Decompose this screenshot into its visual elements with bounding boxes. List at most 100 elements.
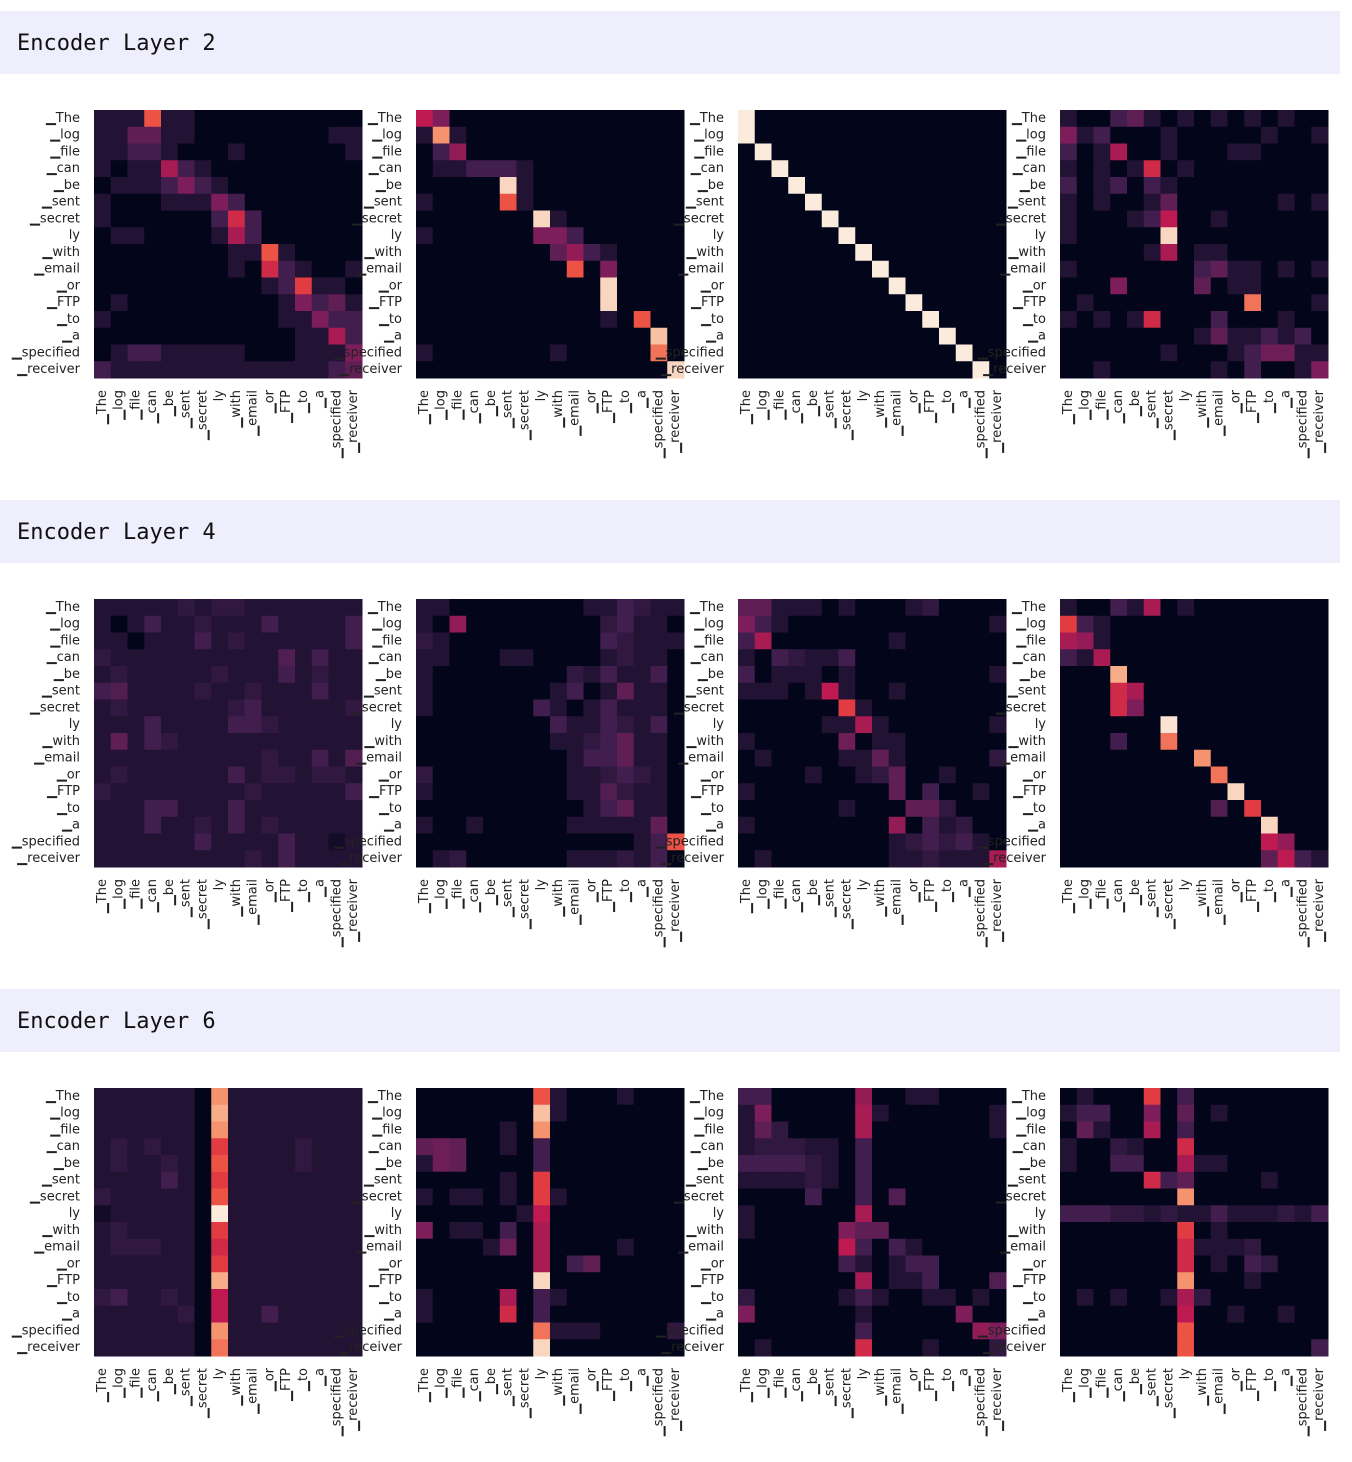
heatmap-cell: [972, 193, 990, 211]
heatmap-cell: [855, 1322, 873, 1340]
heatmap-cell: [771, 327, 789, 345]
heatmap-cell: [1076, 361, 1094, 379]
y-tick-label: ly: [1035, 228, 1047, 243]
heatmap-cell: [805, 816, 823, 834]
heatmap-cell: [855, 766, 873, 784]
heatmap-cell: [738, 766, 756, 784]
heatmap-cell: [110, 833, 128, 851]
heatmap-cell: [94, 599, 112, 617]
heatmap-cell: [838, 1171, 856, 1189]
heatmap-cell: [194, 361, 212, 379]
heatmap-cell: [161, 1322, 179, 1340]
heatmap-cell: [1177, 210, 1195, 228]
heatmap-cell: [311, 143, 329, 161]
heatmap-cell: [566, 816, 584, 834]
heatmap-cell: [449, 177, 467, 195]
heatmap-cell: [466, 783, 484, 801]
heatmap-cell: [466, 193, 484, 211]
section-header: [0, 500, 1340, 563]
heatmap-cell: [1244, 1155, 1262, 1173]
heatmap-cell: [922, 632, 940, 650]
heatmap-cell: [1294, 1171, 1312, 1189]
heatmap-cell: [1227, 344, 1245, 362]
heatmap-cell: [939, 783, 957, 801]
heatmap-cell: [754, 1255, 772, 1273]
heatmap-cell: [161, 327, 179, 345]
heatmap-cell: [955, 1155, 973, 1173]
heatmap-cell: [771, 1104, 789, 1122]
heatmap-cell: [311, 599, 329, 617]
heatmap-cell: [127, 783, 145, 801]
heatmap-cell: [1110, 783, 1128, 801]
heatmap-cell: [989, 294, 1007, 312]
heatmap-cell: [432, 615, 450, 633]
heatmap-cell: [194, 1339, 212, 1357]
heatmap-cell: [738, 800, 756, 818]
x-tick-label: ▁sent: [1145, 1368, 1160, 1407]
heatmap-cell: [1143, 1272, 1161, 1290]
x-tick-label: ▁sent: [501, 879, 516, 918]
heatmap-cell: [972, 260, 990, 278]
y-tick-label: ▁be: [697, 1156, 724, 1171]
heatmap-cell: [1060, 833, 1078, 851]
heatmap-cell: [194, 227, 212, 245]
heatmap-cell: [872, 210, 890, 228]
heatmap-cell: [278, 126, 296, 144]
heatmap-cell: [1194, 850, 1212, 868]
heatmap-cell: [1311, 1322, 1329, 1340]
heatmap-cell: [1194, 1155, 1212, 1173]
heatmap-cell: [805, 344, 823, 362]
heatmap-cell: [550, 344, 568, 362]
x-tick-label: ▁The: [739, 879, 754, 914]
heatmap-cell: [449, 227, 467, 245]
heatmap-cell: [1227, 1255, 1245, 1273]
heatmap-cell: [177, 632, 195, 650]
heatmap-cell: [1093, 1155, 1111, 1173]
heatmap-cell: [788, 783, 806, 801]
heatmap-cell: [771, 210, 789, 228]
heatmap-cell: [805, 615, 823, 633]
heatmap-cell: [550, 311, 568, 329]
heatmap-cell: [466, 1104, 484, 1122]
heatmap-cell: [872, 699, 890, 717]
heatmap-cell: [633, 1104, 651, 1122]
heatmap-cell: [94, 666, 112, 684]
heatmap: [738, 599, 1007, 868]
heatmap-cell: [550, 1322, 568, 1340]
heatmap-cell: [449, 126, 467, 144]
heatmap-cell: [261, 1339, 279, 1357]
heatmap-cell: [516, 126, 534, 144]
heatmap-cell: [1093, 193, 1111, 211]
heatmap-cell: [583, 1255, 601, 1273]
heatmap-cell: [583, 1222, 601, 1240]
heatmap-cell: [94, 749, 112, 767]
heatmap-cell: [311, 682, 329, 700]
heatmap-cell: [449, 277, 467, 295]
heatmap-cell: [738, 632, 756, 650]
heatmap-cell: [466, 344, 484, 362]
heatmap-cell: [667, 599, 685, 617]
heatmap-cell: [1143, 1305, 1161, 1323]
heatmap-cell: [1076, 1272, 1094, 1290]
heatmap-cell: [1127, 1238, 1145, 1256]
heatmap-cell: [345, 327, 363, 345]
heatmap-cell: [144, 1171, 162, 1189]
heatmap-cell: [855, 244, 873, 262]
y-tick-label: ▁FTP: [1012, 1273, 1046, 1288]
heatmap-cell: [1060, 632, 1078, 650]
heatmap-cell: [416, 615, 434, 633]
heatmap-cell: [1110, 1121, 1128, 1139]
heatmap-cell: [972, 1171, 990, 1189]
heatmap-cell: [1160, 699, 1178, 717]
heatmap-cell: [905, 833, 923, 851]
heatmap-cell: [633, 160, 651, 178]
heatmap-cell: [127, 682, 145, 700]
heatmap-cell: [972, 816, 990, 834]
heatmap-cell: [295, 666, 313, 684]
heatmap-cell: [533, 1289, 551, 1307]
heatmap-cell: [110, 1088, 128, 1106]
heatmap-cell: [872, 1222, 890, 1240]
heatmap-cell: [278, 1272, 296, 1290]
y-tick-label: ▁email: [999, 1240, 1046, 1255]
y-tick-label: ly: [713, 1206, 725, 1221]
